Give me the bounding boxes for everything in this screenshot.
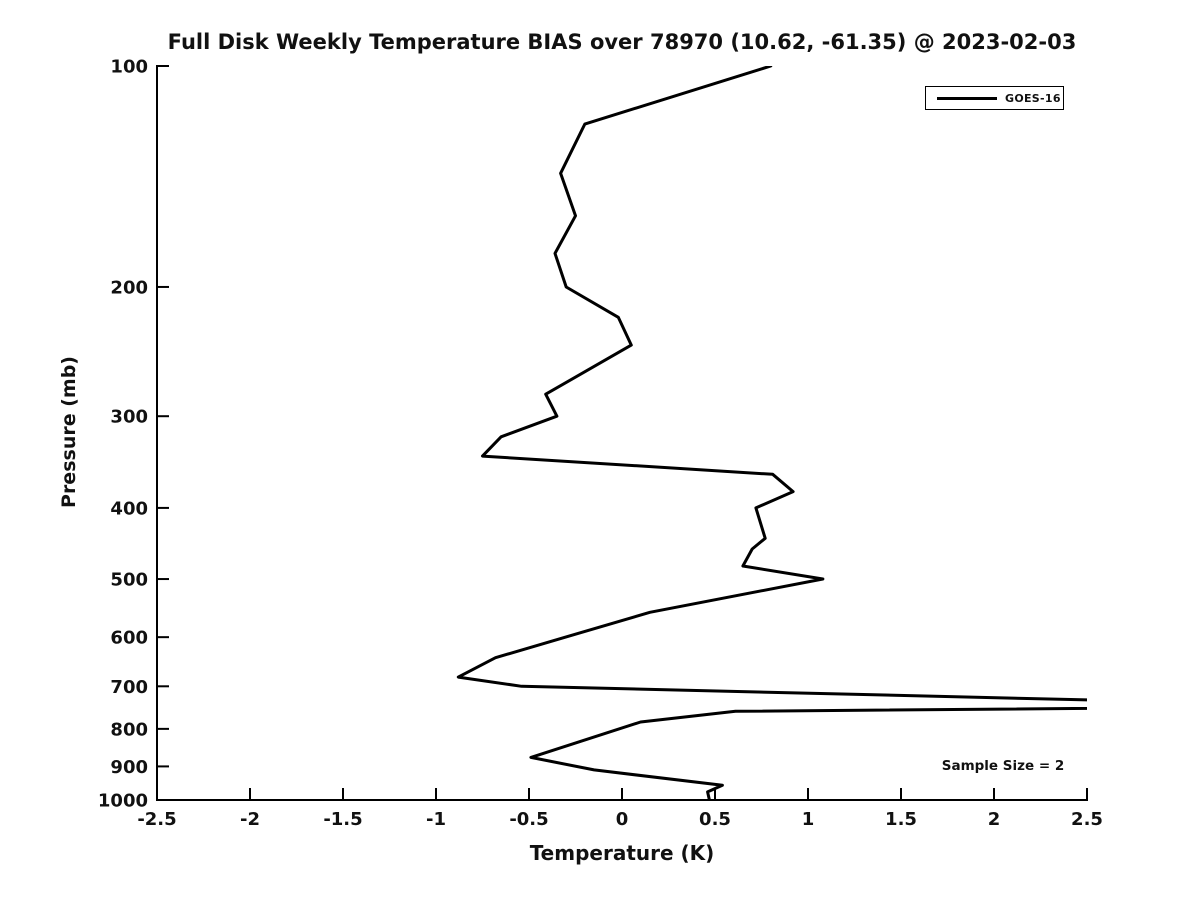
y-tick-label: 200 — [110, 277, 148, 298]
x-tick-label: 0 — [616, 809, 629, 830]
x-tick-label: -1 — [426, 809, 446, 830]
y-tick-label: 1000 — [98, 791, 148, 812]
x-tick-label: 2 — [988, 809, 1001, 830]
y-tick-label: 500 — [110, 570, 148, 591]
y-tick-label: 300 — [110, 407, 148, 428]
sample-size-annotation: Sample Size = 2 — [941, 758, 1065, 774]
bias-profile-line-goes-16 — [456, 66, 1087, 800]
chart-title: Full Disk Weekly Temperature BIAS over 7… — [167, 30, 1077, 54]
y-tick-label: 900 — [110, 757, 148, 778]
x-tick-label: 1.5 — [885, 809, 917, 830]
y-tick-label: 800 — [110, 719, 148, 740]
x-tick-label: 1 — [802, 809, 815, 830]
legend: GOES-16 — [925, 86, 1064, 110]
x-tick-label: -2.5 — [137, 809, 176, 830]
x-axis-label: Temperature (K) — [529, 841, 715, 865]
x-tick-label: 0.5 — [699, 809, 731, 830]
legend-series-label: GOES-16 — [1005, 91, 1061, 105]
x-tick-label: -0.5 — [509, 809, 548, 830]
y-tick-label: 100 — [110, 57, 148, 78]
x-tick-label: 2.5 — [1071, 809, 1103, 830]
x-tick-label: -1.5 — [323, 809, 362, 830]
y-tick-label: 400 — [110, 498, 148, 519]
x-tick-label: -2 — [240, 809, 260, 830]
y-tick-label: 700 — [110, 677, 148, 698]
y-tick-label: 600 — [110, 628, 148, 649]
legend-line-swatch — [937, 96, 997, 100]
